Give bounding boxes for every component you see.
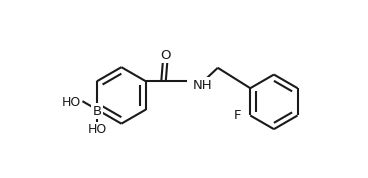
Text: NH: NH	[192, 78, 212, 91]
Text: HO: HO	[87, 123, 107, 136]
Text: O: O	[160, 49, 170, 62]
Text: HO: HO	[61, 96, 81, 109]
Text: F: F	[234, 109, 241, 122]
Text: B: B	[92, 104, 102, 117]
